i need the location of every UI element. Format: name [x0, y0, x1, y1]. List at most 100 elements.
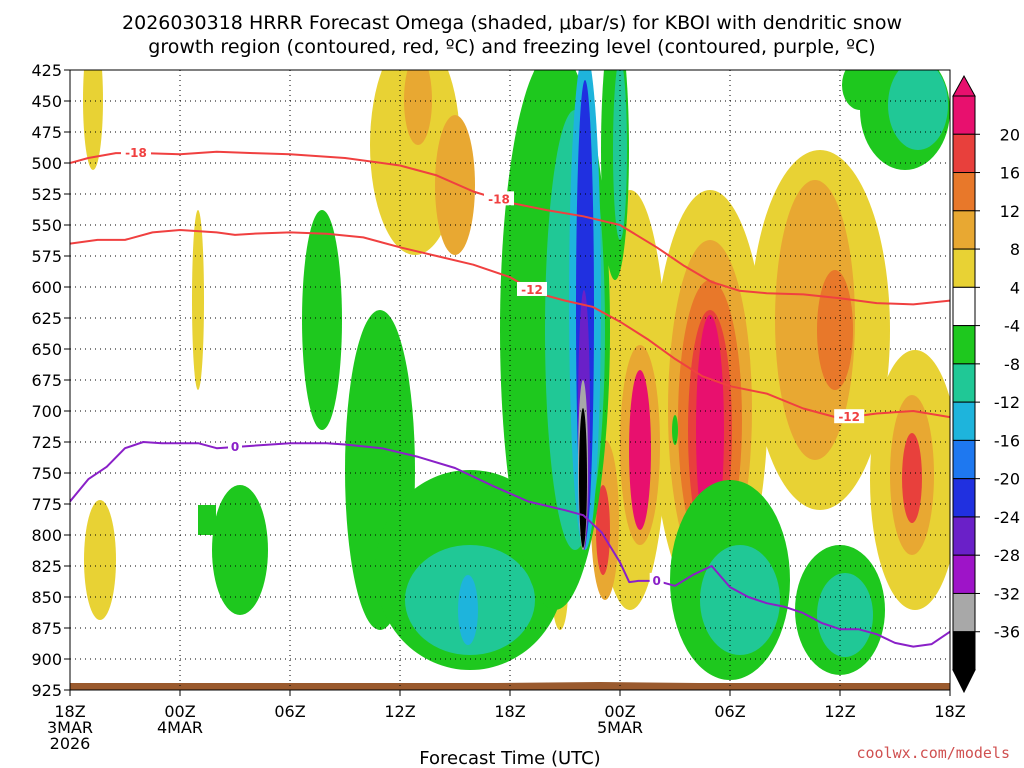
omega-positive-blob [83, 70, 103, 170]
plot-area [70, 70, 950, 690]
x-tick-label: 18Z [54, 702, 85, 721]
colorbar-swatch [952, 631, 976, 671]
colorbar-label: 4 [1010, 278, 1020, 297]
colorbar-swatch [952, 210, 976, 250]
colorbar-swatch [952, 554, 976, 594]
omega-negative-blob [212, 485, 268, 615]
omega-negative-blob [613, 70, 627, 240]
y-tick-label: 550 [31, 216, 62, 235]
omega-positive-blob [902, 433, 922, 523]
colorbar-label: 20 [1000, 125, 1020, 144]
omega-positive-blob [596, 485, 610, 575]
x-tick-label: 3MAR [47, 718, 93, 737]
site-credit: coolwx.com/models [856, 744, 1010, 762]
y-tick-label: 425 [31, 61, 62, 80]
omega-negative-blob [458, 575, 478, 645]
omega-shading [83, 70, 950, 680]
x-tick-label: 00Z [164, 702, 195, 721]
x-axis-title: Forecast Time (UTC) [419, 748, 600, 768]
temperature-contours [70, 150, 950, 648]
omega-positive-blob [817, 270, 853, 390]
y-tick-label: 625 [31, 309, 62, 328]
x-tick-label: 06Z [714, 702, 745, 721]
x-tick-label: 00Z [604, 702, 635, 721]
x-tick-label: 18Z [494, 702, 525, 721]
y-tick-label: 875 [31, 619, 62, 638]
omega-positive-blob [404, 70, 432, 145]
colorbar-label: -4 [1004, 317, 1020, 336]
omega-negative-blob [302, 210, 342, 430]
pressure-axis: 425 450 475 500 525 550 575 600 625 650 675 700 725 7… [31, 61, 70, 700]
x-tick-label: 2026 [50, 734, 91, 753]
contour-label: 0 [231, 440, 239, 454]
colorbar-swatch [952, 401, 976, 441]
colorbar-swatch [952, 133, 976, 174]
contour-line [70, 150, 950, 306]
x-tick-label: 4MAR [157, 718, 203, 737]
contour-label-bg [228, 438, 242, 453]
colorbar-swatch [952, 172, 976, 212]
contour-label: 0 [652, 574, 660, 588]
omega-negative-blob [817, 573, 873, 657]
y-tick-label: 850 [31, 588, 62, 607]
y-tick-label: 575 [31, 247, 62, 266]
omega-negative-blob [888, 70, 948, 150]
omega-positive-blob [192, 210, 204, 390]
colorbar-swatch [952, 95, 976, 135]
omega-positive-blob [84, 500, 116, 620]
contour-line [70, 229, 950, 420]
contour-line [70, 441, 950, 648]
colorbar-label: -20 [994, 470, 1020, 489]
omega-negative-blob [672, 415, 678, 445]
chart-title-line2: growth region (contoured, red, ºC) and f… [148, 36, 875, 58]
y-tick-label: 650 [31, 340, 62, 359]
colorbar-label: 16 [1000, 164, 1020, 183]
colorbar-arrow-top [952, 74, 976, 97]
colorbar-swatch [952, 248, 976, 288]
colorbar-swatch [952, 439, 976, 480]
contour-label: -12 [838, 410, 860, 424]
contour-label: -12 [521, 283, 543, 297]
omega-colorbar: 20 16 12 8 4 -4 -8 -12 -16 -20 -24 -28 -32 -36 [952, 74, 1020, 694]
colorbar-label: -12 [994, 393, 1020, 412]
omega-negative-blob [700, 545, 780, 655]
omega-negative-blob [541, 495, 549, 545]
colorbar-swatch [952, 478, 976, 518]
contour-label: -18 [488, 192, 510, 206]
colorbar-arrow-bottom [952, 669, 976, 694]
y-tick-label: 675 [31, 371, 62, 390]
x-tick-label: 06Z [274, 702, 305, 721]
contour-label-bg [649, 572, 664, 587]
x-tick-label: 12Z [384, 702, 415, 721]
colorbar-label: -16 [994, 431, 1020, 450]
omega-positive-blob [435, 115, 475, 255]
colorbar-swatch [952, 286, 976, 327]
contour-label-bg [834, 409, 865, 424]
colorbar-label: -32 [994, 584, 1020, 603]
contour-labels: -18 -18 -12 -12 0 0 [121, 145, 865, 588]
y-tick-label: 700 [31, 402, 62, 421]
y-tick-label: 750 [31, 464, 62, 483]
omega-negative-blob [579, 408, 587, 548]
y-tick-label: 900 [31, 650, 62, 669]
contour-label: -18 [125, 146, 147, 160]
contour-label-bg [517, 281, 547, 296]
y-tick-label: 525 [31, 185, 62, 204]
x-tick-label: 18Z [934, 702, 965, 721]
contour-label-bg [121, 145, 151, 160]
colorbar-label: 8 [1010, 240, 1020, 259]
x-tick-label: 5MAR [597, 718, 643, 737]
colorbar-label: -28 [994, 546, 1020, 565]
y-tick-label: 825 [31, 557, 62, 576]
y-tick-label: 925 [31, 681, 62, 700]
contour-label-bg [484, 191, 514, 206]
y-tick-label: 775 [31, 495, 62, 514]
colorbar-label: -36 [994, 623, 1020, 642]
colorbar-swatch [952, 592, 976, 633]
y-tick-label: 475 [31, 123, 62, 142]
omega-positive-blob [629, 370, 651, 530]
colorbar-swatch [952, 516, 976, 556]
chart-title-line1: 2026030318 HRRR Forecast Omega (shaded, … [122, 12, 902, 34]
